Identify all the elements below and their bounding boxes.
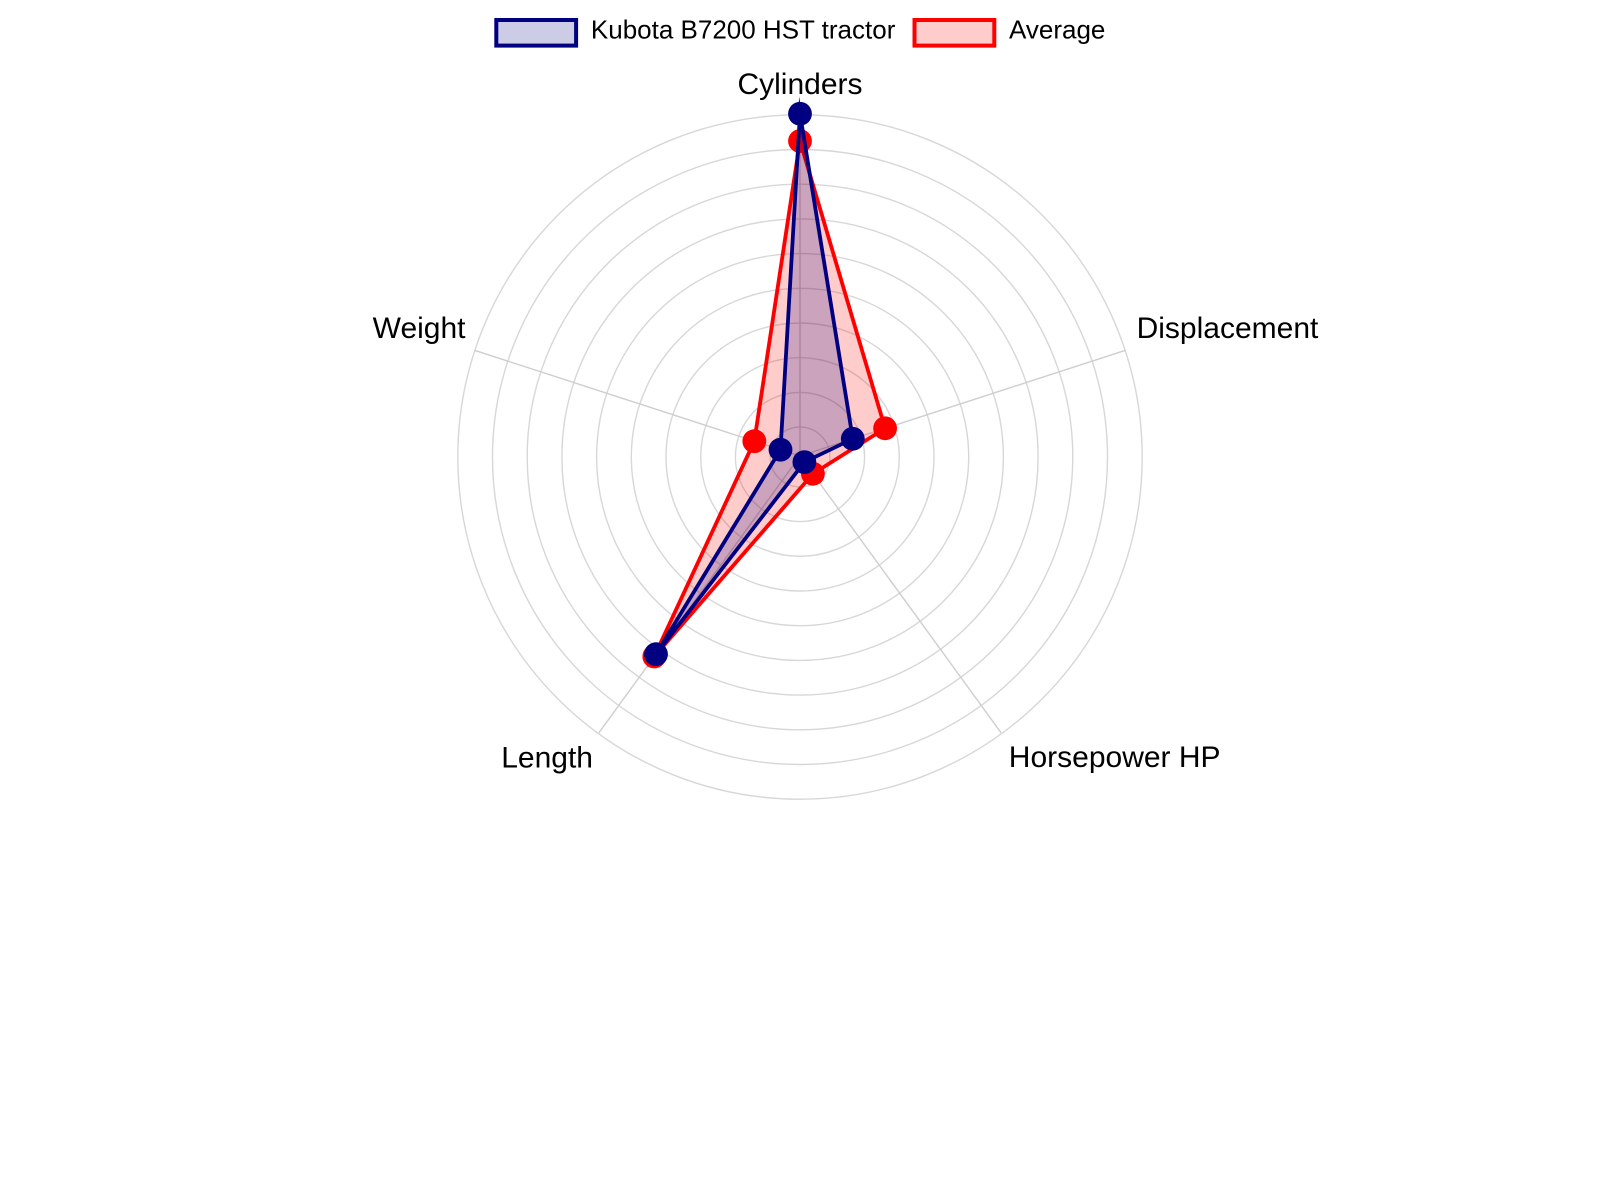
- svg-text:Kubota B7200 HST tractor: Kubota B7200 HST tractor: [591, 14, 896, 44]
- svg-text:Displacement: Displacement: [1137, 312, 1319, 345]
- svg-text:Cylinders: Cylinders: [737, 68, 862, 101]
- svg-text:Horsepower HP: Horsepower HP: [1009, 741, 1221, 774]
- svg-text:Weight: Weight: [373, 312, 466, 345]
- svg-text:Average: Average: [1009, 14, 1105, 44]
- svg-text:Length: Length: [501, 742, 593, 775]
